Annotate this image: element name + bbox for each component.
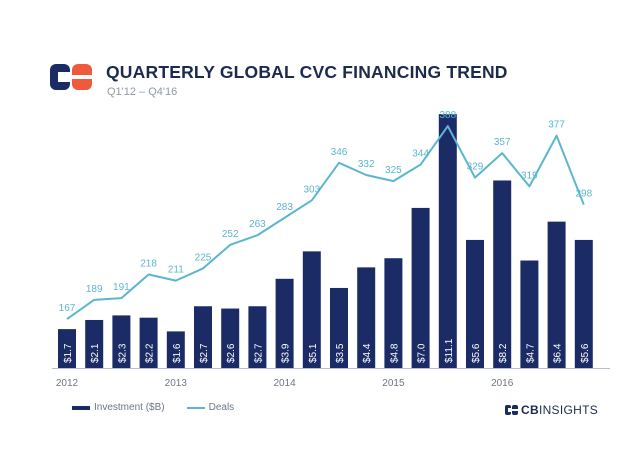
bar-value-label: $5.6 [580, 343, 591, 363]
x-tick-label: 2012 [56, 378, 79, 389]
bar-value-label: $8.2 [498, 343, 509, 363]
bar-investment [194, 306, 212, 368]
deal-count-label: 191 [113, 282, 130, 293]
bar-value-label: $2.2 [145, 343, 156, 363]
bar-investment [221, 308, 240, 368]
deal-count-label: 329 [467, 162, 484, 173]
bar-investment [493, 180, 512, 368]
bar-investment [139, 317, 158, 368]
bar-investment [112, 315, 131, 368]
bar-value-label: $1.7 [63, 343, 74, 363]
brand-logo: CB INSIGHTS [505, 403, 598, 417]
chart-title: QUARTERLY GLOBAL CVC FINANCING TREND [106, 62, 508, 82]
bar-investment [520, 260, 539, 368]
legend-label-investment: Investment ($B) [94, 402, 165, 413]
legend-label-deals: Deals [208, 402, 235, 413]
bar-investment [384, 258, 403, 368]
bar-value-label: $3.9 [281, 343, 292, 363]
deal-count-label: 283 [276, 202, 293, 213]
deal-count-label: 252 [222, 229, 239, 240]
deal-count-label: 377 [548, 120, 565, 131]
deal-count-label: 319 [521, 170, 538, 181]
bar-value-label: $7.0 [417, 343, 428, 363]
x-tick-label: 2014 [273, 378, 296, 389]
bar-investment [275, 278, 294, 368]
bar-value-label: $5.1 [308, 343, 319, 363]
bar-value-label: $1.6 [172, 343, 183, 363]
deal-count-label: 189 [86, 284, 103, 295]
brand-suffix: INSIGHTS [538, 403, 599, 417]
legend-item-investment: Investment ($B) [72, 402, 165, 413]
bar-value-label: $2.6 [226, 343, 237, 363]
bar-investment [85, 319, 104, 368]
bar-value-label: $2.1 [90, 343, 101, 363]
chart-legend: Investment ($B) Deals [72, 402, 256, 413]
bar-value-label: $2.7 [199, 343, 210, 363]
bar-value-label: $2.3 [117, 343, 128, 363]
bar-value-label: $6.4 [553, 343, 564, 363]
bar-investment [438, 114, 457, 368]
deal-count-label: 218 [140, 259, 157, 270]
bar-investment [411, 207, 430, 368]
deal-count-label: 298 [575, 189, 592, 200]
deal-count-label: 332 [358, 159, 375, 170]
bar-value-label: $3.5 [335, 343, 346, 363]
bar-investment [466, 239, 484, 368]
deal-count-label: 346 [331, 147, 348, 158]
bar-investment [574, 239, 593, 368]
deal-count-label: 167 [59, 303, 76, 314]
bar-investment [357, 267, 376, 368]
bar-investment [166, 331, 185, 368]
bar-value-label: $5.6 [471, 343, 482, 363]
x-tick-label: 2015 [382, 378, 405, 389]
cb-insights-logo-icon [505, 405, 518, 415]
bar-value-label: $2.7 [253, 343, 264, 363]
deal-count-label: 263 [249, 219, 266, 230]
brand-prefix: CB [521, 403, 539, 417]
bar-investment [58, 329, 76, 368]
bar-investment [547, 221, 566, 368]
bar-value-label: $4.4 [362, 343, 373, 363]
deal-count-label: 211 [168, 265, 184, 276]
series-line-deals [66, 125, 585, 320]
deal-count-label: 225 [195, 252, 212, 263]
bar-value-label: $4.8 [389, 343, 400, 363]
deal-count-label: 344 [412, 149, 429, 160]
bar-investment [302, 251, 321, 368]
deal-count-label: 388 [439, 110, 456, 121]
bar-investment [248, 306, 267, 368]
legend-swatch-deals [186, 406, 205, 409]
bar-value-label: $4.7 [525, 343, 536, 363]
deal-count-label: 303 [303, 184, 320, 195]
chart-subtitle: Q1'12 – Q4'16 [107, 86, 178, 98]
deal-count-label: 325 [385, 165, 402, 176]
bar-value-label: $11.1 [444, 338, 455, 363]
legend-swatch-investment [72, 405, 90, 410]
x-tick-label: 2013 [165, 378, 188, 389]
x-tick-label: 2016 [491, 378, 514, 389]
bar-investment [330, 287, 348, 368]
legend-item-deals: Deals [186, 402, 235, 413]
deal-count-label: 357 [494, 137, 511, 148]
cb-insights-logo-icon [50, 64, 92, 90]
